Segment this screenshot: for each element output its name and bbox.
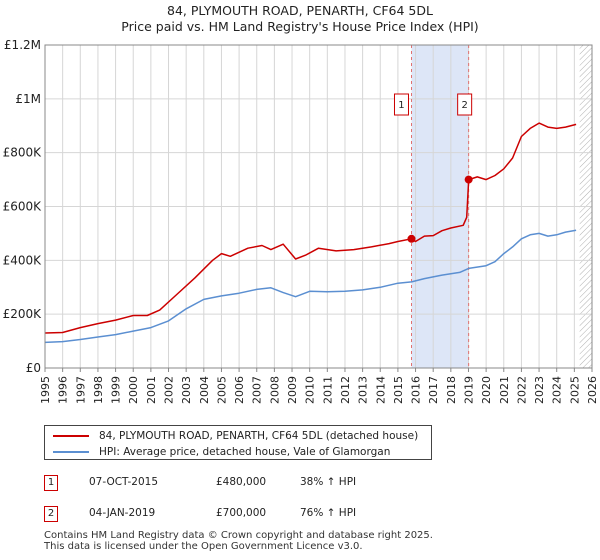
x-tick-label: 2000 xyxy=(127,376,140,404)
x-tick-label: 2018 xyxy=(445,376,458,404)
sale-label-text: 1 xyxy=(398,100,404,111)
x-tick-label: 2019 xyxy=(462,376,475,404)
price-chart: 1 2 £0 £200K £400K £600K £800K £1M £1.2M 1995 1996… xyxy=(3,38,599,404)
sale-hpi-change: 38% ↑ HPI xyxy=(300,476,357,488)
legend-label-hpi: HPI: Average price, detached house, Vale… xyxy=(99,446,391,458)
sale-label-text: 2 xyxy=(461,100,467,111)
sale-date: 04-JAN-2019 xyxy=(89,507,156,519)
x-tick-label: 2005 xyxy=(215,376,228,404)
x-tick-label: 2020 xyxy=(480,376,493,404)
footer-license: This data is licensed under the Open Gov… xyxy=(44,541,363,552)
y-tick-label: £800K xyxy=(3,146,43,160)
sale-label-box xyxy=(393,93,409,116)
x-tick-label: 2021 xyxy=(498,376,511,404)
x-tick-label: 1998 xyxy=(92,376,105,404)
x-tick-label: 2012 xyxy=(339,376,352,404)
footer-copyright: Contains HM Land Registry data © Crown c… xyxy=(44,530,433,541)
x-tick-label: 2017 xyxy=(427,376,440,404)
x-tick-label: 1995 xyxy=(39,376,52,404)
footer: Contains HM Land Registry data © Crown c… xyxy=(44,530,433,552)
y-tick-label: £200K xyxy=(3,307,43,321)
sale-price: £700,000 xyxy=(216,507,267,519)
x-tick-label: 2010 xyxy=(304,376,317,404)
legend-item-property: 84, PLYMOUTH ROAD, PENARTH, CF64 5DL (de… xyxy=(53,428,418,444)
x-tick-label: 2013 xyxy=(357,376,370,404)
x-tick-label: 2015 xyxy=(392,376,405,404)
legend-item-hpi: HPI: Average price, detached house, Vale… xyxy=(53,444,390,460)
x-tick-label: 2014 xyxy=(374,376,387,404)
sale-marker-badge: 1 xyxy=(44,475,58,491)
x-tick-label: 1999 xyxy=(110,376,123,404)
sale-point xyxy=(464,175,473,184)
sale-point xyxy=(407,234,416,243)
x-tick-label: 2003 xyxy=(180,376,193,404)
x-tick-label: 2011 xyxy=(321,376,334,404)
x-tick-label: 2026 xyxy=(586,376,599,404)
legend-swatch-property xyxy=(53,435,89,437)
x-tick-label: 1997 xyxy=(74,376,87,404)
x-tick-label: 2025 xyxy=(568,376,581,404)
y-tick-label: £1M xyxy=(15,92,41,106)
x-tick-label: 2022 xyxy=(515,376,528,404)
x-tick-label: 2016 xyxy=(410,376,423,404)
sale-price: £480,000 xyxy=(216,476,267,488)
legend-label-property: 84, PLYMOUTH ROAD, PENARTH, CF64 5DL (de… xyxy=(99,430,419,442)
y-tick-label: £600K xyxy=(3,200,43,214)
chart-title-line: 84, PLYMOUTH ROAD, PENARTH, CF64 5DL xyxy=(167,3,433,18)
x-tick-label: 2024 xyxy=(551,376,564,404)
plot-frame xyxy=(44,44,593,369)
x-tick-label: 2002 xyxy=(163,376,176,404)
x-tick-label: 2023 xyxy=(533,376,546,404)
y-tick-label: £0 xyxy=(26,361,41,375)
x-tick-label: 1996 xyxy=(57,376,70,404)
y-tick-label: £1.2M xyxy=(4,38,41,52)
chart-title: 84, PLYMOUTH ROAD, PENARTH, CF64 5DL Pri… xyxy=(0,3,600,35)
x-tick-label: 2001 xyxy=(145,376,158,404)
legend: 84, PLYMOUTH ROAD, PENARTH, CF64 5DL (de… xyxy=(44,425,432,460)
legend-swatch-hpi xyxy=(53,451,89,453)
hpi-line xyxy=(44,229,577,344)
sale-marker-badge: 2 xyxy=(44,506,58,522)
property-price-line xyxy=(44,122,577,334)
x-tick-label: 2008 xyxy=(268,376,281,404)
chart-subtitle: Price paid vs. HM Land Registry's House … xyxy=(121,19,479,34)
sale-hpi-change: 76% ↑ HPI xyxy=(300,507,357,519)
sale-date: 07-OCT-2015 xyxy=(89,476,158,488)
sale-label-box xyxy=(457,93,473,116)
x-tick-label: 2006 xyxy=(233,376,246,404)
y-tick-label: £400K xyxy=(3,253,43,267)
x-tick-label: 2007 xyxy=(251,376,264,404)
x-tick-label: 2004 xyxy=(198,376,211,404)
x-tick-label: 2009 xyxy=(286,376,299,404)
